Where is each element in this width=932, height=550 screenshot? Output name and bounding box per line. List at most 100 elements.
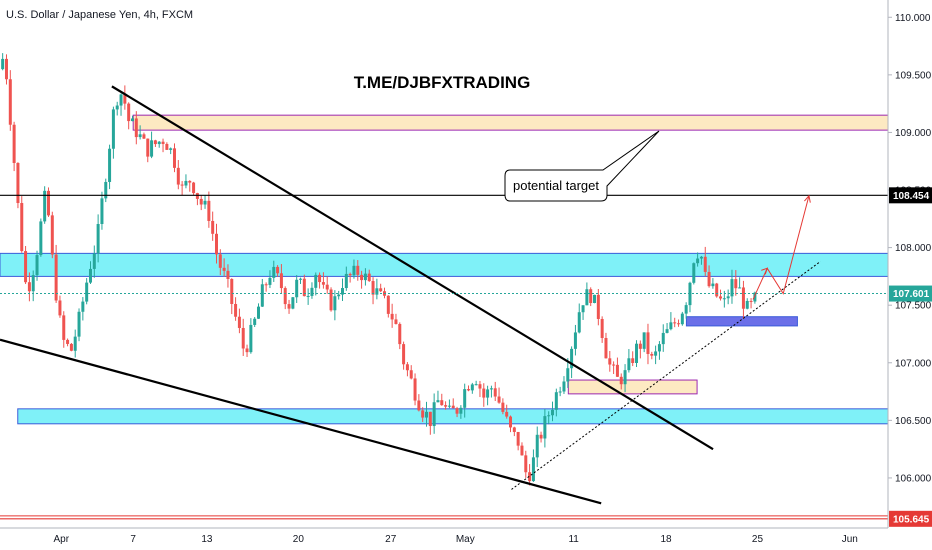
candle-body	[20, 203, 24, 252]
price-axis[interactable]: 110.000109.500109.000108.500108.000107.5…	[887, 0, 932, 550]
candle-body	[146, 138, 150, 157]
candle-body	[428, 411, 432, 427]
candle-body	[390, 313, 394, 320]
callout-bubble	[504, 130, 660, 202]
candle-body	[608, 358, 612, 365]
x-tick-label: 20	[293, 534, 305, 545]
candle-body	[398, 323, 402, 345]
candle-body	[249, 324, 253, 353]
candle-body	[612, 364, 616, 366]
candle-body	[157, 141, 161, 145]
candle-body	[226, 270, 230, 279]
candle-body	[635, 343, 639, 363]
candle-body	[573, 332, 577, 349]
potential-target-callout: potential target	[504, 130, 660, 202]
candle-body	[486, 389, 490, 398]
y-tick-label: 109.000	[895, 128, 932, 139]
x-tick-label: 25	[752, 534, 764, 545]
zone-cyan-1	[17, 408, 889, 425]
y-tick-label: 107.000	[895, 358, 932, 369]
candle-body	[711, 283, 715, 287]
candle-body	[207, 200, 211, 221]
candle-body	[535, 434, 539, 458]
candle-body	[413, 378, 417, 401]
candle-body	[593, 294, 597, 304]
candle-body	[283, 288, 287, 305]
price-tag-label-level: 108.454	[893, 191, 930, 202]
candle-body	[16, 162, 20, 204]
candle-body	[39, 221, 43, 256]
candle-body	[753, 292, 757, 302]
candle-body	[253, 318, 257, 325]
candle-body	[730, 279, 734, 297]
candle-body	[577, 312, 581, 333]
candle-body	[367, 273, 371, 282]
candle-body	[180, 184, 184, 186]
candle-body	[379, 288, 383, 292]
y-tick-label: 106.000	[895, 473, 932, 484]
candle-body	[524, 455, 528, 473]
candle-body	[341, 288, 345, 295]
candle-body	[677, 323, 681, 325]
y-tick-label: 107.500	[895, 301, 932, 312]
candle-body	[417, 400, 421, 411]
candle-body	[161, 141, 165, 144]
candle-body	[276, 266, 280, 274]
candle-body	[111, 109, 115, 149]
y-tick-label: 109.500	[895, 70, 932, 81]
candle-body	[478, 384, 482, 389]
candle-body	[8, 79, 12, 125]
candle-body	[604, 338, 608, 359]
candle-body	[108, 148, 112, 182]
candle-body	[85, 282, 89, 302]
candle-body	[50, 215, 54, 255]
candle-body	[310, 287, 314, 296]
candle-body	[123, 94, 127, 104]
candle-body	[493, 388, 497, 397]
candle-body	[24, 251, 28, 283]
candle-body	[222, 267, 226, 271]
candle-body	[734, 279, 738, 289]
candle-body	[669, 322, 673, 330]
price-tag-level	[889, 187, 932, 204]
symbol-header: U.S. Dollar / Japanese Yen, 4h, FXCM	[6, 9, 194, 21]
candle-body	[719, 296, 723, 299]
candle-body	[447, 405, 451, 407]
candle-body	[738, 287, 742, 289]
lines-layer	[0, 85, 888, 520]
candle-body	[214, 233, 218, 255]
x-tick-label: May	[456, 534, 475, 545]
zone-blue-4	[685, 316, 798, 327]
candle-body	[551, 409, 555, 416]
candle-body	[638, 343, 642, 349]
candle-body	[325, 284, 329, 290]
candle-body	[104, 181, 108, 199]
candle-body	[455, 408, 459, 414]
candle-body	[699, 256, 703, 259]
candle-body	[558, 391, 562, 393]
candle-body	[474, 384, 478, 386]
candle-body	[703, 256, 707, 272]
candle-body	[272, 266, 276, 278]
x-tick-label: 13	[201, 534, 213, 545]
candle-body	[66, 339, 70, 344]
candle-body	[497, 396, 501, 403]
candle-body	[531, 457, 535, 482]
candle-body	[314, 274, 318, 288]
candle-body	[562, 381, 566, 392]
candle-body	[279, 273, 283, 289]
time-axis[interactable]: Apr 7 13 20 27 May 11 18 25 Jun	[0, 527, 932, 550]
candle-body	[501, 402, 505, 412]
price-axis-bg	[888, 0, 932, 550]
candle-body	[260, 284, 264, 307]
candle-body	[539, 434, 543, 439]
trendline-1	[0, 338, 602, 505]
candle-body	[4, 58, 8, 80]
candle-body	[405, 364, 409, 371]
candle-body	[692, 263, 696, 283]
candle-body	[130, 118, 134, 122]
candle-body	[741, 287, 745, 309]
candle-body	[199, 198, 203, 205]
x-tick-label: Apr	[53, 534, 69, 545]
